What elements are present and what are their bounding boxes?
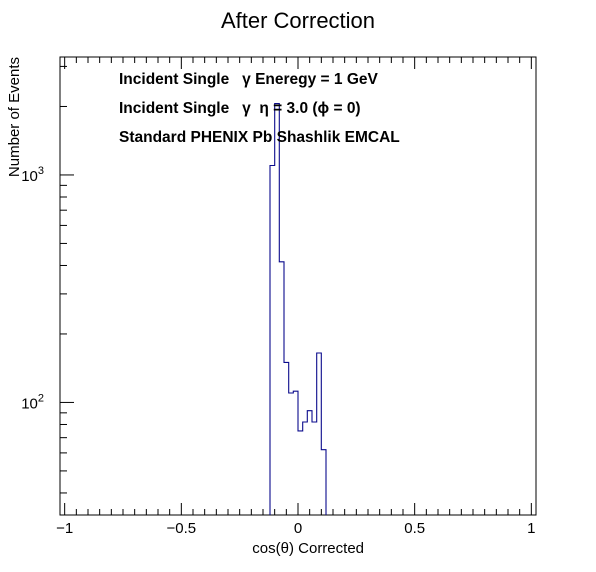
chart-title: After Correction <box>221 8 375 33</box>
x-tick-label: 0 <box>294 520 302 537</box>
x-axis-title: cos(θ) Corrected <box>252 540 364 557</box>
x-tick-label: 1 <box>527 520 535 537</box>
annotation-detector: Standard PHENIX Pb Shashlik EMCAL <box>119 129 400 146</box>
x-tick-label: −0.5 <box>167 520 197 537</box>
y-tick-label: 103 <box>21 165 44 185</box>
y-tick-label: 102 <box>21 392 44 412</box>
y-axis-tick-labels: 102 103 <box>21 165 44 412</box>
x-tick-label: −1 <box>56 520 73 537</box>
annotation-eta: Incident Single γ η = 3.0 (ϕ = 0) <box>119 100 361 117</box>
x-axis-ticks <box>64 57 532 515</box>
x-axis-tick-labels: −1 −0.5 0 0.5 1 <box>56 520 535 537</box>
y-axis-ticks <box>60 65 74 494</box>
annotation-energy: Incident Single γ Eneregy = 1 GeV <box>119 71 379 88</box>
y-axis-title: Number of Events <box>6 57 23 177</box>
x-tick-label: 0.5 <box>404 520 425 537</box>
plot-frame <box>59 56 537 516</box>
histogram-series-line <box>269 103 327 515</box>
